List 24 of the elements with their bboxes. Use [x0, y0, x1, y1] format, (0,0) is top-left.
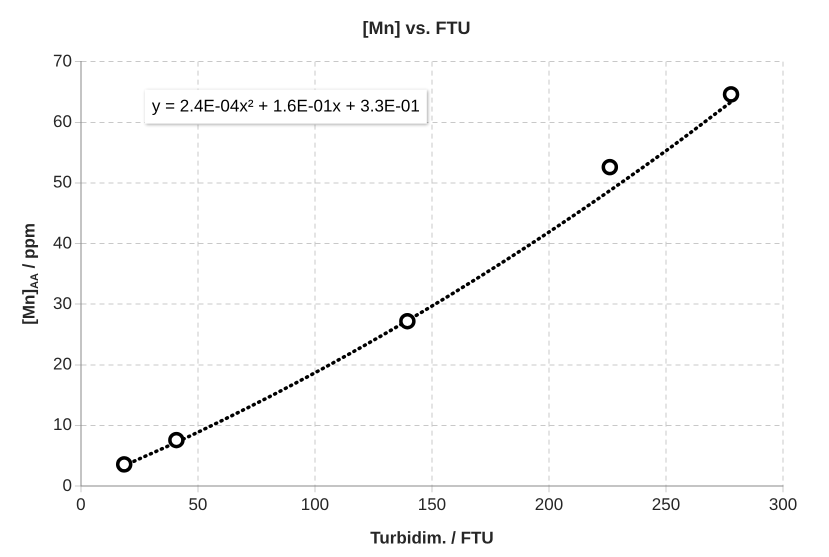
y-tick-label: 50 — [52, 172, 72, 192]
x-tick-label: 200 — [534, 495, 564, 514]
y-tick-label: 20 — [52, 354, 72, 374]
x-tick-label: 250 — [652, 495, 680, 514]
y-tick-label: 40 — [52, 233, 72, 252]
x-axis-title: Turbidim. / FTU — [370, 528, 494, 548]
point — [116, 456, 132, 473]
y-tick-label: 0 — [62, 476, 72, 495]
y-axis-title: [Mn]AA / ppm — [20, 222, 42, 325]
x-tick-label: 50 — [188, 495, 208, 514]
x-tick-label: 100 — [300, 495, 330, 514]
point — [399, 312, 416, 330]
annotation: y = 2.4E-04x² + 1.6E-01x + 3.3E-01 — [152, 96, 420, 116]
chart-title: [Mn] vs. FTU — [362, 18, 470, 38]
x-tick-label: 300 — [768, 495, 798, 514]
y-tick-label: 30 — [52, 294, 72, 313]
point — [722, 86, 740, 103]
y-tick-label: 70 — [52, 51, 72, 70]
x-tick-label: 0 — [76, 495, 86, 514]
y-tick-label: 60 — [52, 112, 72, 131]
y-tick-label: 10 — [52, 415, 72, 434]
point — [602, 158, 618, 176]
point — [168, 432, 185, 448]
x-tick-label: 150 — [418, 495, 446, 514]
